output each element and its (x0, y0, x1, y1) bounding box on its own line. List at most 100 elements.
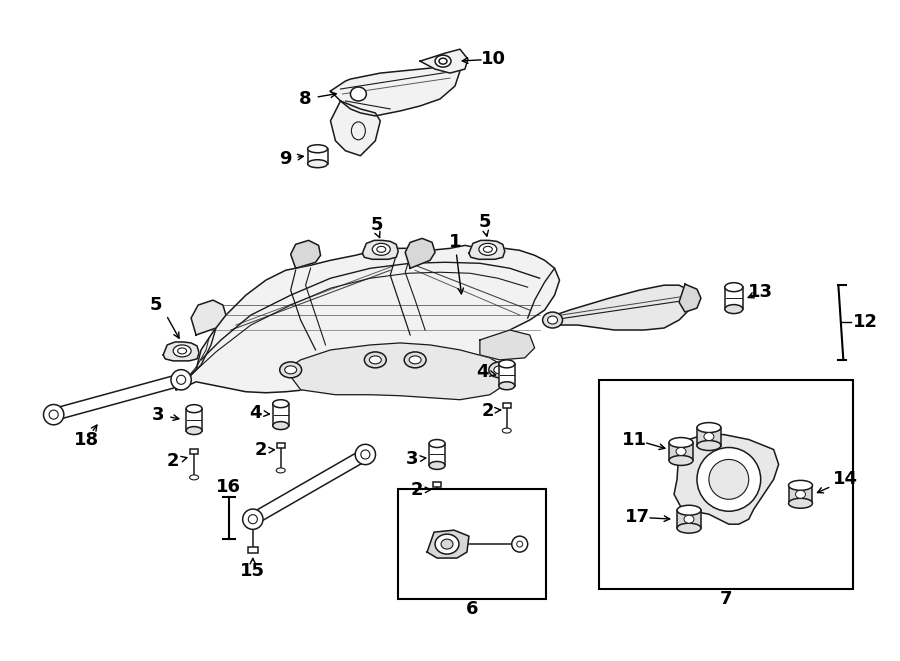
Bar (429, 444, 445, 465)
Ellipse shape (547, 316, 557, 324)
Ellipse shape (677, 505, 701, 515)
Ellipse shape (543, 312, 562, 328)
Text: 5: 5 (371, 216, 383, 235)
Polygon shape (330, 66, 460, 116)
Text: 1: 1 (449, 233, 461, 251)
Ellipse shape (364, 352, 386, 368)
Text: 13: 13 (748, 283, 773, 301)
Bar (433, 483, 441, 487)
Ellipse shape (788, 481, 813, 490)
Ellipse shape (247, 516, 259, 522)
Circle shape (50, 410, 58, 419)
Ellipse shape (676, 447, 686, 455)
Polygon shape (363, 241, 398, 259)
Ellipse shape (190, 475, 199, 480)
Ellipse shape (280, 362, 302, 378)
Ellipse shape (479, 243, 497, 255)
Ellipse shape (273, 422, 289, 430)
Ellipse shape (483, 247, 492, 253)
Ellipse shape (429, 440, 445, 447)
Circle shape (356, 444, 375, 465)
Polygon shape (480, 330, 535, 360)
Ellipse shape (684, 515, 694, 524)
Text: 8: 8 (300, 90, 312, 108)
Bar (503, 403, 510, 408)
Text: 10: 10 (482, 50, 507, 68)
Text: 15: 15 (240, 562, 266, 580)
Text: 18: 18 (74, 430, 99, 449)
Ellipse shape (677, 524, 701, 533)
Text: 16: 16 (216, 479, 241, 496)
Ellipse shape (697, 440, 721, 451)
Ellipse shape (435, 55, 451, 67)
Ellipse shape (499, 382, 515, 390)
Text: 6: 6 (465, 600, 478, 618)
Polygon shape (52, 374, 183, 420)
Text: 2: 2 (482, 402, 494, 420)
Polygon shape (420, 49, 468, 73)
Circle shape (176, 375, 185, 384)
Text: 14: 14 (833, 471, 859, 488)
Polygon shape (250, 449, 368, 524)
Circle shape (248, 515, 257, 524)
Circle shape (171, 369, 192, 390)
Text: 5: 5 (150, 296, 163, 314)
Text: 4: 4 (477, 363, 489, 381)
Bar (186, 408, 202, 430)
Bar (697, 428, 721, 446)
Bar (248, 547, 257, 553)
Bar (724, 287, 742, 309)
Ellipse shape (669, 438, 693, 447)
Bar (499, 364, 515, 386)
Ellipse shape (410, 356, 421, 364)
Polygon shape (469, 241, 505, 259)
Ellipse shape (186, 405, 202, 412)
Circle shape (697, 447, 760, 511)
Text: 3: 3 (152, 406, 165, 424)
Ellipse shape (502, 428, 511, 433)
Ellipse shape (697, 422, 721, 432)
Bar (190, 449, 198, 455)
Circle shape (517, 541, 523, 547)
Polygon shape (176, 245, 560, 393)
Polygon shape (285, 343, 509, 400)
Ellipse shape (350, 87, 366, 101)
Ellipse shape (441, 539, 453, 549)
Bar (276, 442, 284, 447)
Bar (788, 485, 813, 503)
Ellipse shape (186, 426, 202, 434)
Ellipse shape (404, 352, 426, 368)
Bar (308, 149, 328, 164)
Circle shape (43, 405, 64, 425)
Text: 17: 17 (625, 508, 650, 526)
Ellipse shape (796, 490, 806, 498)
Ellipse shape (429, 461, 445, 469)
Circle shape (361, 450, 370, 459)
Ellipse shape (704, 432, 714, 440)
Ellipse shape (351, 122, 365, 140)
Bar (677, 510, 701, 528)
Ellipse shape (788, 498, 813, 508)
Ellipse shape (373, 243, 391, 255)
Polygon shape (679, 284, 701, 312)
Circle shape (709, 459, 749, 499)
Text: 4: 4 (249, 404, 262, 422)
Polygon shape (674, 434, 778, 524)
Bar (669, 442, 693, 461)
Circle shape (243, 509, 263, 529)
Polygon shape (163, 342, 199, 361)
Ellipse shape (724, 283, 742, 292)
Ellipse shape (177, 348, 186, 354)
Text: 9: 9 (279, 150, 292, 168)
Polygon shape (428, 530, 469, 558)
Polygon shape (330, 101, 381, 156)
Text: 2: 2 (255, 442, 267, 459)
Text: 2: 2 (411, 481, 423, 499)
Ellipse shape (494, 366, 506, 374)
Polygon shape (291, 241, 320, 268)
Text: 3: 3 (406, 450, 419, 469)
Ellipse shape (489, 362, 510, 378)
Ellipse shape (308, 160, 328, 168)
Ellipse shape (308, 145, 328, 153)
Ellipse shape (669, 455, 693, 465)
